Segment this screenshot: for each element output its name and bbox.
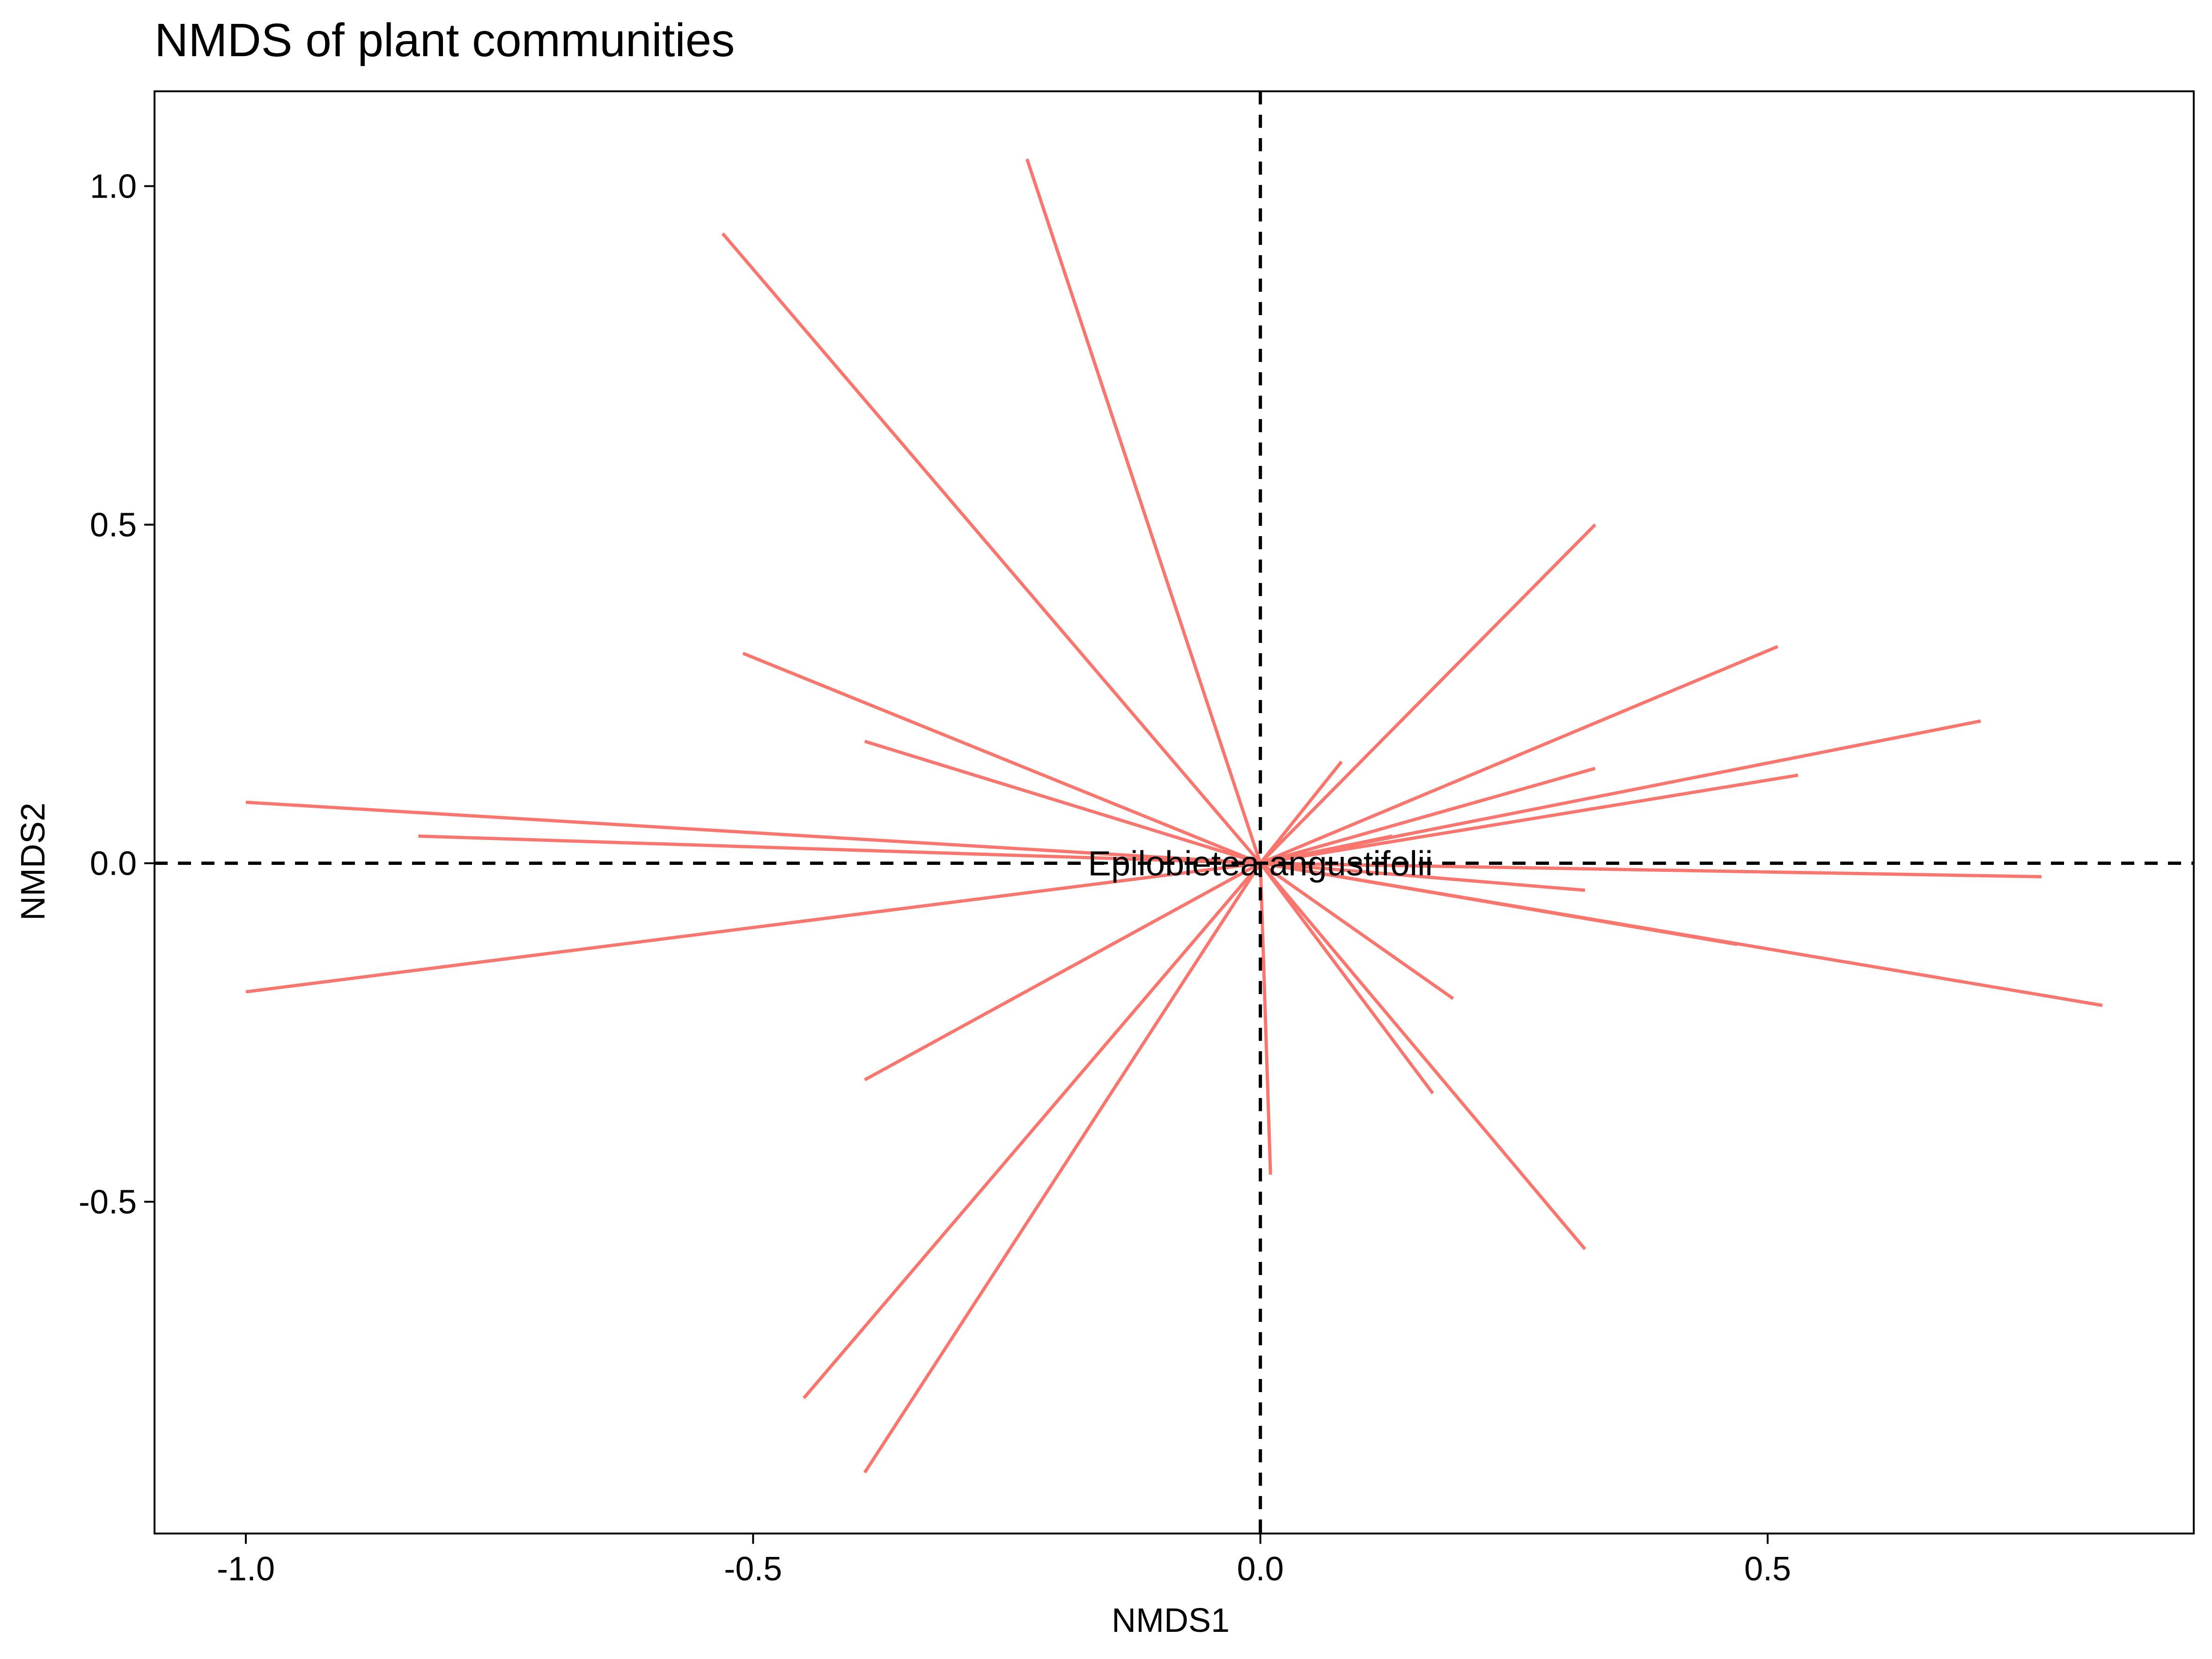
- y-tick-label: 1.0: [90, 168, 137, 205]
- segment-line-1: [1025, 158, 1262, 864]
- segment-line-4: [864, 739, 1261, 865]
- segment-line-10: [863, 862, 1262, 1474]
- panel-border: [154, 90, 2195, 1534]
- segment-line-2: [721, 232, 1262, 864]
- segment-line-6: [418, 834, 1261, 865]
- segment-line-9: [803, 862, 1262, 1400]
- segment-line-19: [1259, 760, 1343, 864]
- y-tick-label: 0.0: [90, 845, 137, 882]
- x-axis-ticks: -1.0 -0.5 0.0 0.5: [217, 1534, 1791, 1588]
- chart-title: NMDS of plant communities: [155, 14, 735, 66]
- segment-line-8: [863, 862, 1261, 1082]
- segment-line-5: [245, 800, 1261, 865]
- x-axis-label: NMDS1: [1112, 1602, 1230, 1639]
- y-axis-label: NMDS2: [15, 803, 52, 921]
- reference-lines: [155, 91, 2194, 1534]
- segment-line-7: [245, 861, 1261, 994]
- y-tick-label: -0.5: [79, 1183, 137, 1221]
- annotation-label: Epilobietea angustifolii: [1088, 844, 1432, 883]
- segment-line-25: [1260, 834, 1393, 865]
- y-tick-label: 0.5: [90, 506, 137, 544]
- x-tick-label: 0.0: [1237, 1550, 1284, 1588]
- segment-line-23: [1260, 774, 1799, 865]
- segment-line-17: [1260, 861, 2042, 878]
- segment-line-21: [1260, 645, 1779, 865]
- segment-line-3: [742, 651, 1261, 865]
- segment-line-24: [1260, 767, 1596, 865]
- segment-line-12: [1259, 862, 1434, 1095]
- segment-line-15: [1260, 861, 1585, 892]
- segment-line-18: [1260, 861, 2103, 1007]
- segment-line-14: [1259, 862, 1454, 1000]
- segments-layer: [245, 158, 2103, 1474]
- x-tick-label: 0.5: [1744, 1550, 1791, 1588]
- segment-line-20: [1259, 523, 1597, 864]
- x-tick-label: -1.0: [217, 1550, 275, 1588]
- y-axis-ticks: -0.5 0.0 0.5 1.0: [79, 168, 155, 1221]
- segment-line-11: [1259, 863, 1272, 1175]
- annotation-layer: Epilobietea angustifolii: [1088, 844, 1432, 883]
- segment-line-13: [1259, 862, 1586, 1250]
- x-tick-label: -0.5: [724, 1550, 782, 1588]
